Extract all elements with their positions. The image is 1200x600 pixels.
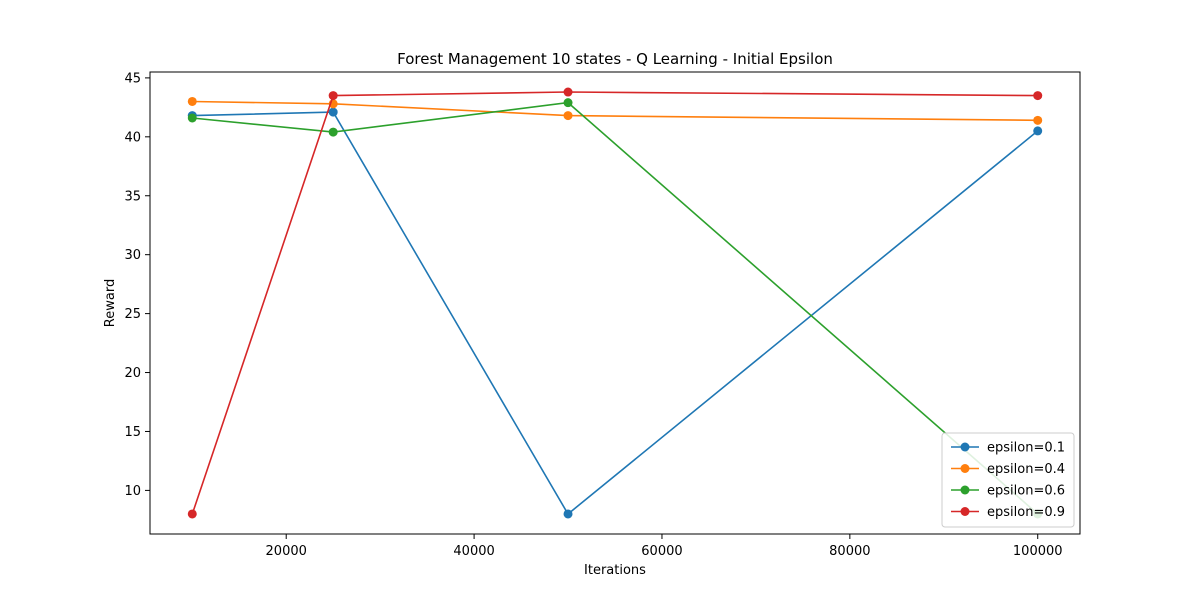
series-line-0	[192, 111, 1039, 516]
x-tick-label: 100000	[1013, 544, 1063, 559]
legend-label: epsilon=0.9	[987, 505, 1065, 520]
data-point	[328, 91, 338, 101]
x-axis-title: Iterations	[584, 563, 646, 578]
y-tick-label: 40	[124, 130, 141, 145]
data-point	[328, 107, 338, 117]
data-point	[1033, 115, 1043, 125]
y-tick-label: 45	[124, 71, 141, 86]
y-axis-title: Reward	[103, 279, 118, 327]
series-layer	[187, 87, 1043, 519]
legend-label: epsilon=0.4	[987, 462, 1065, 477]
legend-box	[941, 432, 1075, 528]
series-line-2	[192, 101, 1039, 515]
y-tick-label: 10	[124, 484, 141, 499]
series-line-3	[191, 91, 1038, 515]
legend: epsilon=0.1 epsilon=0.4 epsilon=0.6 epsilon…	[941, 432, 1075, 528]
data-point	[563, 87, 573, 97]
x-tick-label: 60000	[641, 544, 682, 559]
series-line-1	[192, 100, 1038, 122]
legend-entry: epsilon=0.9	[951, 505, 1065, 520]
data-point	[1033, 91, 1043, 101]
chart-title: Forest Management 10 states - Q Learning…	[397, 50, 833, 68]
legend-entry: epsilon=0.4	[951, 462, 1065, 477]
series-0	[187, 107, 1043, 519]
legend-marker	[960, 507, 970, 516]
x-tick-label: 40000	[453, 544, 494, 559]
legend-label: epsilon=0.1	[987, 441, 1065, 456]
data-point	[328, 127, 338, 137]
legend-marker	[960, 442, 970, 452]
y-tick-label: 25	[124, 307, 141, 322]
series-2	[187, 98, 1043, 519]
plot-frame	[149, 71, 1081, 535]
legend-label: epsilon=0.6	[987, 484, 1065, 499]
x-tick-label: 80000	[829, 544, 870, 559]
y-tick-label: 20	[124, 366, 141, 381]
x-tick-label: 20000	[266, 544, 307, 559]
data-point	[187, 509, 197, 519]
series-3	[187, 87, 1043, 519]
data-point	[187, 113, 197, 123]
y-tick-label: 30	[124, 248, 141, 263]
data-point	[563, 98, 573, 108]
y-tick-label: 35	[124, 189, 141, 204]
data-point	[187, 96, 197, 106]
x-axis: 20000 40000 60000 80000 100000	[266, 534, 1063, 559]
legend-marker	[960, 485, 970, 495]
y-axis: 10 15 20 25 30 35 40 45	[124, 71, 150, 499]
data-point	[1033, 126, 1043, 136]
data-point	[563, 509, 573, 519]
legend-entry: epsilon=0.1	[951, 441, 1065, 456]
series-1	[187, 96, 1043, 125]
y-tick-label: 15	[124, 425, 141, 440]
legend-entry: epsilon=0.6	[951, 484, 1065, 499]
data-point	[563, 111, 573, 121]
legend-marker	[960, 464, 970, 473]
